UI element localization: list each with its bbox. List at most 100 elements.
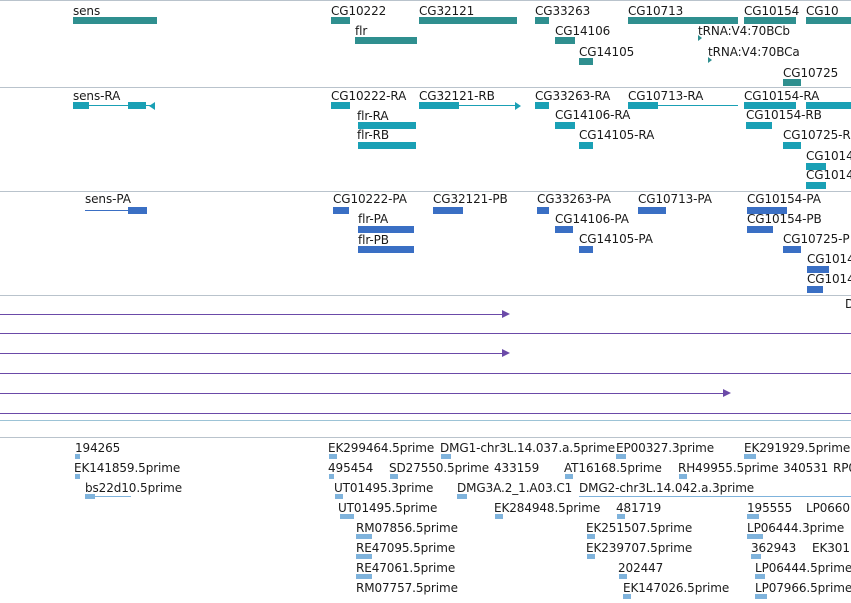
- transcript-exon[interactable]: [744, 102, 796, 109]
- protein-label[interactable]: CG10222-PA: [333, 192, 407, 206]
- transcript-exon[interactable]: [628, 102, 658, 109]
- gene-glyph[interactable]: [783, 79, 801, 86]
- transcript-label[interactable]: sens-RA: [73, 89, 121, 103]
- gene-label[interactable]: tRNA:V4:70BCa: [708, 45, 800, 59]
- gene-glyph[interactable]: [73, 17, 157, 24]
- protein-label[interactable]: flr-PB: [358, 233, 389, 247]
- alignment-line[interactable]: [0, 393, 728, 394]
- est-glyph[interactable]: [747, 514, 759, 519]
- alignment-line[interactable]: [0, 373, 851, 374]
- gene-glyph[interactable]: [355, 37, 417, 44]
- gene-label[interactable]: CG10725: [783, 66, 839, 80]
- gene-label[interactable]: CG14106: [555, 24, 611, 38]
- protein-label[interactable]: CG1014: [807, 272, 851, 286]
- est-label[interactable]: RE47061.5prime: [356, 561, 456, 575]
- est-label[interactable]: 362943: [751, 541, 797, 555]
- est-glyph[interactable]: [457, 494, 467, 499]
- est-label[interactable]: 194265: [75, 441, 121, 455]
- est-label[interactable]: DMG3A.2_1.A03.C1: [457, 481, 573, 495]
- gene-label[interactable]: CG14105: [579, 45, 635, 59]
- transcript-label[interactable]: CG10725-R: [783, 128, 851, 142]
- est-label[interactable]: EK147026.5prime: [623, 581, 730, 595]
- est-glyph[interactable]: [329, 454, 337, 459]
- gene-label[interactable]: CG33263: [535, 4, 591, 18]
- alignment-line[interactable]: [0, 333, 851, 334]
- est-label[interactable]: 202447: [618, 561, 664, 575]
- est-label[interactable]: LP06444.3prime: [747, 521, 845, 535]
- est-glyph[interactable]: [751, 554, 761, 559]
- est-glyph[interactable]: [623, 594, 631, 599]
- est-glyph[interactable]: [616, 454, 626, 459]
- est-glyph[interactable]: [75, 474, 80, 479]
- protein-exon[interactable]: [128, 207, 147, 214]
- transcript-exon[interactable]: [783, 142, 801, 149]
- est-label[interactable]: EK291929.5prime: [744, 441, 851, 455]
- transcript-label[interactable]: CG14105-RA: [579, 128, 655, 142]
- transcript-exon[interactable]: [358, 122, 416, 129]
- est-glyph[interactable]: [85, 494, 95, 499]
- gene-glyph[interactable]: [806, 17, 851, 24]
- est-glyph[interactable]: [587, 554, 595, 559]
- est-glyph[interactable]: [356, 574, 372, 579]
- transcript-label[interactable]: CG10154-RB: [746, 108, 822, 122]
- protein-exon[interactable]: [783, 246, 801, 253]
- est-glyph[interactable]: [329, 474, 334, 479]
- protein-exon[interactable]: [747, 226, 773, 233]
- protein-label[interactable]: CG33263-PA: [537, 192, 611, 206]
- est-label[interactable]: EP00327.3prime: [616, 441, 714, 455]
- protein-label[interactable]: CG1014: [807, 252, 851, 266]
- est-label[interactable]: RM07856.5prime: [356, 521, 458, 535]
- est-label[interactable]: RH49955.5prime: [678, 461, 779, 475]
- protein-exon[interactable]: [433, 207, 463, 214]
- gene-label[interactable]: sens: [73, 4, 101, 18]
- trna-glyph[interactable]: [698, 35, 702, 41]
- gene-glyph[interactable]: [744, 17, 796, 24]
- transcript-label[interactable]: CG10154-RA: [744, 89, 820, 103]
- est-glyph[interactable]: [755, 574, 765, 579]
- est-label[interactable]: RP0: [833, 461, 851, 475]
- transcript-exon[interactable]: [806, 163, 826, 170]
- gene-label[interactable]: CG10713: [628, 4, 684, 18]
- alignment-line[interactable]: [0, 314, 506, 315]
- est-glyph[interactable]: [441, 454, 451, 459]
- transcript-label[interactable]: CG10222-RA: [331, 89, 407, 103]
- protein-exon[interactable]: [579, 246, 593, 253]
- est-glyph[interactable]: [565, 474, 573, 479]
- protein-exon[interactable]: [537, 207, 549, 214]
- est-label[interactable]: 340531: [783, 461, 829, 475]
- gene-label[interactable]: CG10: [806, 4, 839, 18]
- protein-label[interactable]: CG10725-P: [783, 232, 850, 246]
- protein-label[interactable]: CG10713-PA: [638, 192, 712, 206]
- est-glyph[interactable]: [744, 454, 756, 459]
- gene-glyph[interactable]: [628, 17, 738, 24]
- est-glyph[interactable]: [747, 534, 763, 539]
- protein-exon[interactable]: [807, 286, 823, 293]
- gene-label[interactable]: CG10222: [331, 4, 387, 18]
- est-glyph[interactable]: [335, 494, 343, 499]
- gene-label[interactable]: tRNA:V4:70BCb: [698, 24, 790, 38]
- est-label[interactable]: EK251507.5prime: [586, 521, 693, 535]
- transcript-exon[interactable]: [579, 142, 593, 149]
- protein-label[interactable]: CG32121-PB: [433, 192, 508, 206]
- transcript-label[interactable]: CG32121-RB: [419, 89, 495, 103]
- protein-label[interactable]: CG10154-PA: [747, 192, 821, 206]
- gene-label[interactable]: CG32121: [419, 4, 475, 18]
- protein-label[interactable]: CG14106-PA: [555, 212, 629, 226]
- transcript-label[interactable]: CG33263-RA: [535, 89, 611, 103]
- transcript-exon[interactable]: [806, 102, 851, 109]
- transcript-exon[interactable]: [535, 102, 549, 109]
- est-label[interactable]: bs22d10.5prime: [85, 481, 183, 495]
- protein-label[interactable]: CG14105-PA: [579, 232, 653, 246]
- est-label[interactable]: EK301: [812, 541, 850, 555]
- protein-exon[interactable]: [333, 207, 349, 214]
- transcript-exon[interactable]: [746, 122, 772, 129]
- est-label[interactable]: DMG2-chr3L.14.042.a.3prime: [579, 481, 755, 495]
- est-label[interactable]: EK239707.5prime: [586, 541, 693, 555]
- est-label[interactable]: SD27550.5prime: [389, 461, 490, 475]
- est-label[interactable]: UT01495.5prime: [338, 501, 438, 515]
- est-glyph[interactable]: [679, 474, 687, 479]
- protein-exon[interactable]: [555, 226, 573, 233]
- transcript-exon[interactable]: [806, 182, 826, 189]
- gene-label[interactable]: CG10154: [744, 4, 800, 18]
- est-glyph[interactable]: [356, 534, 372, 539]
